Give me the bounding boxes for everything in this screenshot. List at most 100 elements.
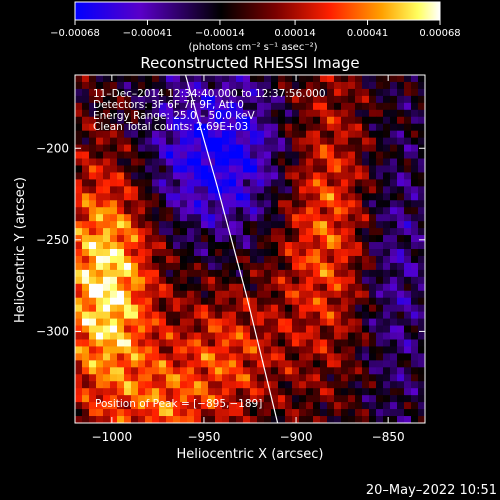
heatmap-pixel (152, 200, 160, 208)
heatmap-pixel (383, 200, 391, 208)
heatmap-pixel (278, 123, 286, 132)
heatmap-pixel (187, 228, 195, 236)
heatmap-pixel (110, 325, 118, 333)
heatmap-pixel (278, 137, 286, 145)
heatmap-pixel (138, 283, 146, 292)
heatmap-pixel (404, 228, 412, 236)
heatmap-pixel (320, 339, 328, 347)
heatmap-pixel (271, 81, 279, 90)
heatmap-pixel (250, 353, 258, 361)
heatmap-pixel (271, 381, 279, 389)
heatmap-pixel (355, 318, 363, 326)
heatmap-pixel (313, 172, 321, 180)
heatmap-pixel (201, 165, 209, 173)
heatmap-pixel (292, 249, 300, 257)
heatmap-pixel (292, 360, 300, 368)
heatmap-pixel (138, 116, 146, 125)
heatmap-pixel (131, 262, 139, 271)
heatmap-pixel (222, 207, 230, 215)
heatmap-pixel (292, 144, 300, 152)
heatmap-pixel (180, 123, 188, 132)
heatmap-pixel (369, 81, 377, 90)
heatmap-pixel (110, 388, 118, 396)
heatmap-pixel (285, 374, 293, 382)
heatmap-pixel (306, 179, 314, 187)
heatmap-pixel (299, 81, 307, 90)
solar-limb-line (184, 75, 279, 423)
heatmap-pixel (243, 221, 251, 229)
heatmap-pixel (404, 367, 412, 375)
heatmap-pixel (159, 381, 167, 389)
heatmap-pixel (75, 137, 83, 145)
heatmap-pixel (145, 102, 153, 111)
heatmap-pixel (152, 81, 160, 90)
heatmap-pixel (348, 290, 356, 299)
heatmap-pixel (397, 262, 405, 271)
heatmap-pixel (152, 360, 160, 368)
heatmap-pixel (229, 179, 237, 187)
heatmap-pixel (236, 311, 244, 319)
heatmap-pixel (390, 346, 398, 354)
heatmap-pixel (341, 381, 349, 389)
heatmap-pixel (208, 332, 216, 340)
heatmap-pixel (82, 200, 90, 208)
heatmap-pixel (75, 75, 83, 83)
heatmap-pixel (383, 144, 391, 152)
heatmap-pixel (383, 290, 391, 299)
heatmap-pixel (145, 276, 153, 285)
heatmap-pixel (334, 214, 342, 222)
heatmap-pixel (138, 75, 146, 83)
heatmap-pixel (250, 283, 258, 292)
heatmap-pixel (362, 186, 370, 194)
heatmap-pixel (390, 304, 398, 313)
heatmap-pixel (159, 200, 167, 208)
heatmap-pixel (390, 332, 398, 340)
heatmap-pixel (208, 318, 216, 326)
heatmap-pixel (117, 102, 125, 111)
heatmap-pixel (257, 311, 265, 319)
heatmap-pixel (152, 374, 160, 382)
heatmap-pixel (131, 297, 139, 306)
heatmap-pixel (411, 109, 419, 118)
heatmap-pixel (313, 130, 321, 139)
heatmap-pixel (306, 200, 314, 208)
heatmap-pixel (166, 235, 174, 243)
heatmap-pixel (82, 311, 90, 319)
heatmap-pixel (390, 276, 398, 285)
heatmap-pixel (208, 346, 216, 354)
heatmap-pixel (187, 367, 195, 375)
heatmap-pixel (341, 116, 349, 125)
heatmap-pixel (327, 228, 335, 236)
heatmap-pixel (96, 318, 104, 326)
heatmap-pixel (159, 123, 167, 132)
heatmap-pixel (180, 360, 188, 368)
heatmap-pixel (208, 311, 216, 319)
heatmap-pixel (82, 346, 90, 354)
heatmap-pixel (103, 269, 111, 278)
heatmap-pixel (411, 95, 419, 104)
heatmap-pixel (96, 297, 104, 306)
heatmap-pixel (236, 186, 244, 194)
heatmap-pixel (180, 269, 188, 278)
heatmap-pixel (96, 95, 104, 104)
heatmap-pixel (208, 262, 216, 271)
heatmap-pixel (299, 242, 307, 250)
heatmap-pixel (75, 235, 83, 243)
heatmap-pixel (404, 165, 412, 173)
heatmap-pixel (334, 255, 342, 264)
heatmap-pixel (145, 409, 153, 417)
heatmap-pixel (376, 109, 384, 118)
heatmap-pixel (201, 95, 209, 104)
heatmap-pixel (124, 416, 132, 423)
heatmap-pixel (397, 304, 405, 313)
heatmap-pixel (243, 200, 251, 208)
heatmap-pixel (271, 297, 279, 306)
heatmap-pixel (201, 367, 209, 375)
heatmap-pixel (348, 297, 356, 306)
heatmap-pixel (229, 367, 237, 375)
heatmap-pixel (320, 165, 328, 173)
heatmap-pixel (159, 228, 167, 236)
heatmap-pixel (82, 283, 90, 292)
heatmap-pixel (264, 346, 272, 354)
